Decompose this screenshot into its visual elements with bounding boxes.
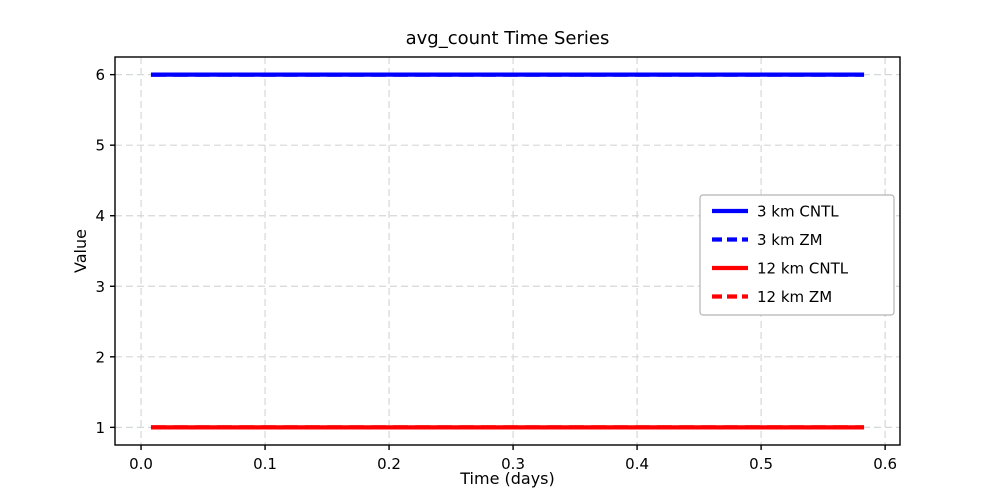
axes-spines <box>114 56 901 446</box>
legend-label: 12 km ZM <box>757 288 832 306</box>
y-tick-label: 3 <box>95 278 105 296</box>
y-tick-label: 1 <box>95 419 105 437</box>
legend-label: 12 km CNTL <box>757 260 849 278</box>
y-tick-label: 4 <box>95 207 105 225</box>
y-axis-label: Value <box>71 229 90 273</box>
x-tick-label: 0.3 <box>501 455 525 473</box>
x-axis-label: Time (days) <box>459 469 555 488</box>
x-tick-label: 0.6 <box>873 455 897 473</box>
x-tick-label: 0.4 <box>625 455 649 473</box>
y-tick-label: 5 <box>95 137 105 155</box>
x-tick-label: 0.2 <box>377 455 401 473</box>
chart-title: avg_count Time Series <box>406 28 610 49</box>
x-tick-label: 0.5 <box>749 455 773 473</box>
y-tick-label: 6 <box>95 66 105 84</box>
x-tick-label: 0.1 <box>253 455 277 473</box>
legend-label: 3 km ZM <box>757 231 823 249</box>
y-tick-label: 2 <box>95 348 105 366</box>
legend-box <box>699 194 895 316</box>
x-tick-label: 0.0 <box>129 455 153 473</box>
legend-label: 3 km CNTL <box>757 203 839 221</box>
